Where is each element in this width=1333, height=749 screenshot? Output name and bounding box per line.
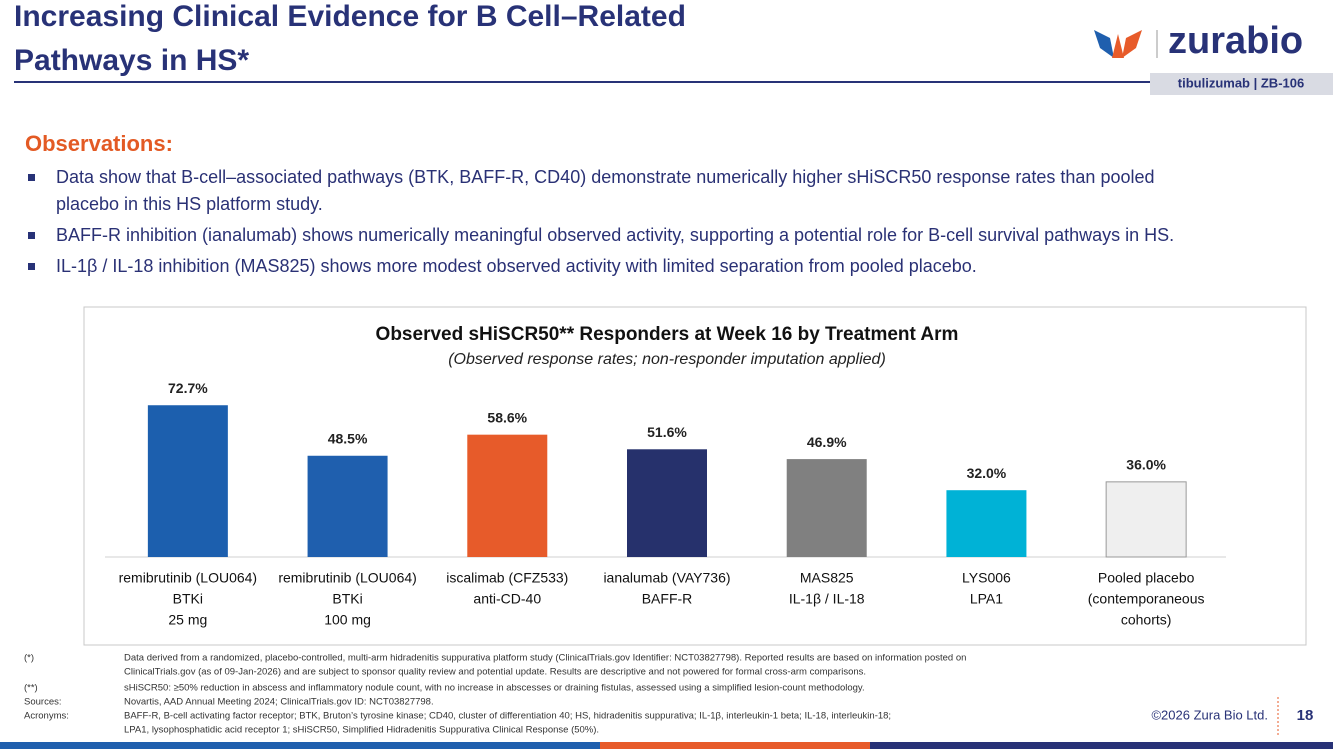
bullet-text: placebo in this HS platform study. [56, 194, 323, 214]
category-label: cohorts) [1121, 612, 1172, 628]
chart-title: Observed sHiSCR50** Responders at Week 1… [376, 324, 959, 345]
category-label: IL-1β / IL-18 [789, 591, 865, 607]
bullet-text: IL-1β / IL-18 inhibition (MAS825) shows … [56, 256, 977, 276]
footnote-label: (*) [24, 653, 34, 664]
category-label: anti-CD-40 [473, 591, 541, 607]
chart-frame [83, 306, 1307, 646]
chart-subtitle: (Observed response rates; non-responder … [448, 351, 886, 368]
tag: tibulizumab | ZB-106 [1178, 75, 1304, 90]
value-label: 51.6% [647, 424, 687, 440]
category-label: 25 mg [168, 612, 207, 628]
category-label: remibrutinib (LOU064) [278, 570, 417, 586]
bar [307, 455, 388, 557]
page-number: 18 [1297, 707, 1314, 724]
footer-strip [0, 742, 600, 749]
footnote-text: Novartis, AAD Annual Meeting 2024; Clini… [124, 697, 434, 708]
category-label: 100 mg [324, 612, 371, 628]
value-label: 72.7% [168, 380, 208, 396]
copyright: ©2026 Zura Bio Ltd. [1151, 707, 1268, 722]
footnote-label: Acronyms: [24, 711, 69, 722]
category-label: BTKi [173, 591, 203, 607]
category-label: MAS825 [800, 570, 854, 586]
value-label: 46.9% [807, 434, 847, 450]
footnote-text: Data derived from a randomized, placebo-… [124, 653, 966, 664]
category-label: LYS006 [962, 570, 1011, 586]
footnote-label: (**) [24, 683, 38, 694]
value-label: 32.0% [967, 465, 1007, 481]
title-line: Pathways in HS* [14, 44, 249, 77]
bar [147, 405, 228, 557]
observations-heading: Observations: [25, 131, 173, 156]
bar [1105, 481, 1187, 558]
bullet-marker [28, 232, 35, 239]
footnote-label: Sources: [24, 697, 62, 708]
footnote-text: BAFF-R, B-cell activating factor recepto… [124, 711, 891, 722]
category-label: Pooled placebo [1098, 570, 1195, 586]
footnote-text: sHiSCR50: ≥50% reduction in abscess and … [124, 683, 865, 694]
tag-box [1150, 73, 1333, 95]
bar [786, 459, 867, 557]
footer-strip [870, 742, 1333, 749]
category-label: BAFF-R [642, 591, 693, 607]
category-label: ianalumab (VAY736) [603, 570, 730, 586]
logo-icon [1094, 30, 1142, 58]
footnote-text: ClinicalTrials.gov (as of 09-Jan-2026) a… [124, 667, 866, 678]
footer-strip [600, 742, 870, 749]
bar [946, 490, 1027, 557]
logo-text: zurabio [1168, 20, 1303, 62]
bullet-text: BAFF-R inhibition (ianalumab) shows nume… [56, 225, 1174, 245]
bullet-marker [28, 263, 35, 270]
value-label: 36.0% [1126, 457, 1166, 473]
bar [627, 449, 707, 557]
category-label: LPA1 [970, 591, 1003, 607]
title-line: Increasing Clinical Evidence for B Cell–… [14, 0, 686, 33]
category-label: BTKi [332, 591, 362, 607]
bullet-text: Data show that B-cell–associated pathway… [56, 167, 1155, 187]
bar [467, 434, 548, 557]
bullet-marker [28, 174, 35, 181]
category-label: iscalimab (CFZ533) [446, 570, 568, 586]
category-label: remibrutinib (LOU064) [119, 570, 258, 586]
value-label: 48.5% [328, 430, 368, 446]
value-label: 58.6% [487, 409, 527, 425]
footnote-text: LPA1, lysophosphatidic acid receptor 1; … [124, 725, 599, 736]
category-label: (contemporaneous [1088, 591, 1205, 607]
